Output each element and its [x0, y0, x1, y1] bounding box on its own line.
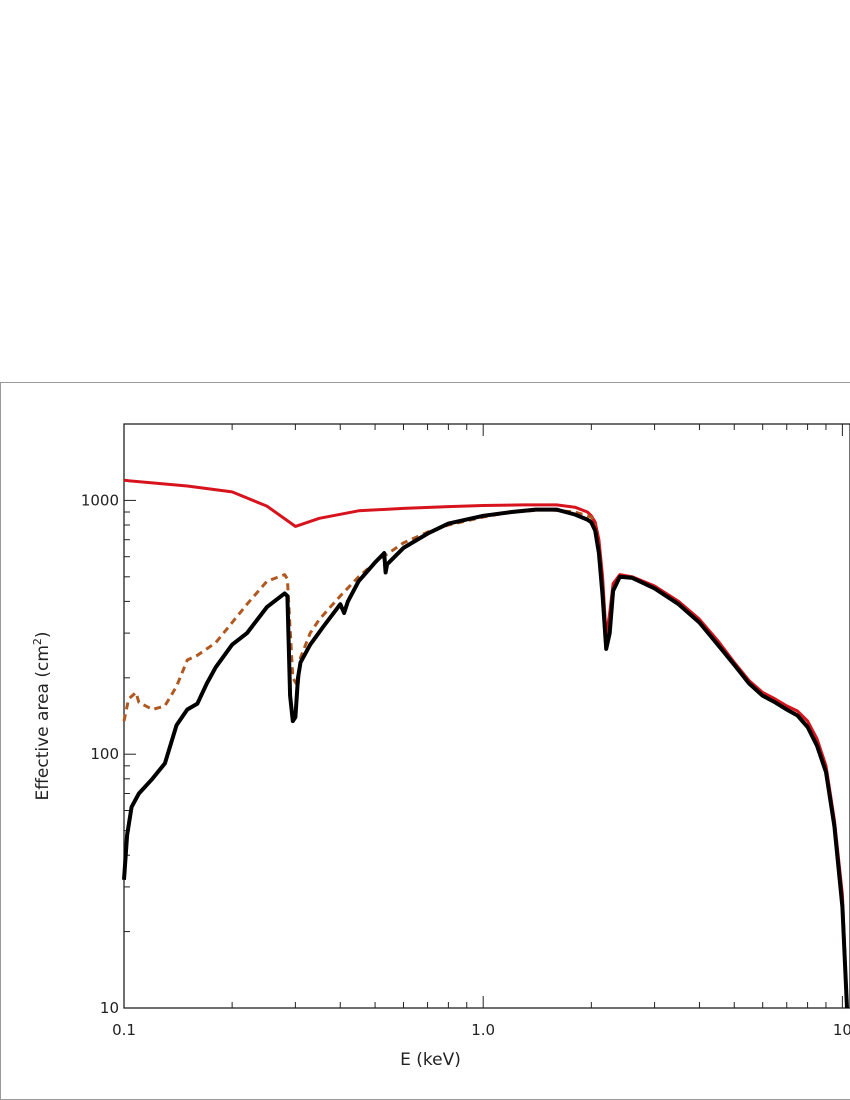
series-line-2	[122, 508, 597, 722]
y-tick-label: 10	[100, 999, 119, 1017]
y-axis-label-prefix: Effective area (cm	[33, 645, 53, 800]
x-axis-label: E (keV)	[400, 1050, 461, 1070]
x-tick-label: 1.0	[471, 1021, 495, 1039]
chart-frame: 0.1 1.0 10 10 100 1000 E (keV) Effective area…	[0, 382, 850, 1100]
x-tick-label: 10	[833, 1021, 850, 1039]
axes	[123, 423, 850, 1009]
y-axis-label-sup: 2	[31, 638, 44, 645]
tick-labels: 0.1 1.0 10 10 100 1000	[81, 491, 850, 1039]
y-axis-label: Effective area (cm2)	[31, 631, 53, 800]
effective-area-chart: 0.1 1.0 10 10 100 1000 E (keV) Effective area…	[31, 423, 850, 1070]
series-line-3	[122, 507, 849, 1009]
series-group	[122, 478, 849, 1009]
y-axis-label-suffix: )	[33, 631, 53, 638]
plot-box	[123, 423, 850, 1009]
y-tick-label: 1000	[81, 491, 119, 509]
x-tick-label: 0.1	[112, 1021, 136, 1039]
y-tick-label: 100	[90, 745, 119, 763]
series-line-1	[123, 478, 849, 1009]
